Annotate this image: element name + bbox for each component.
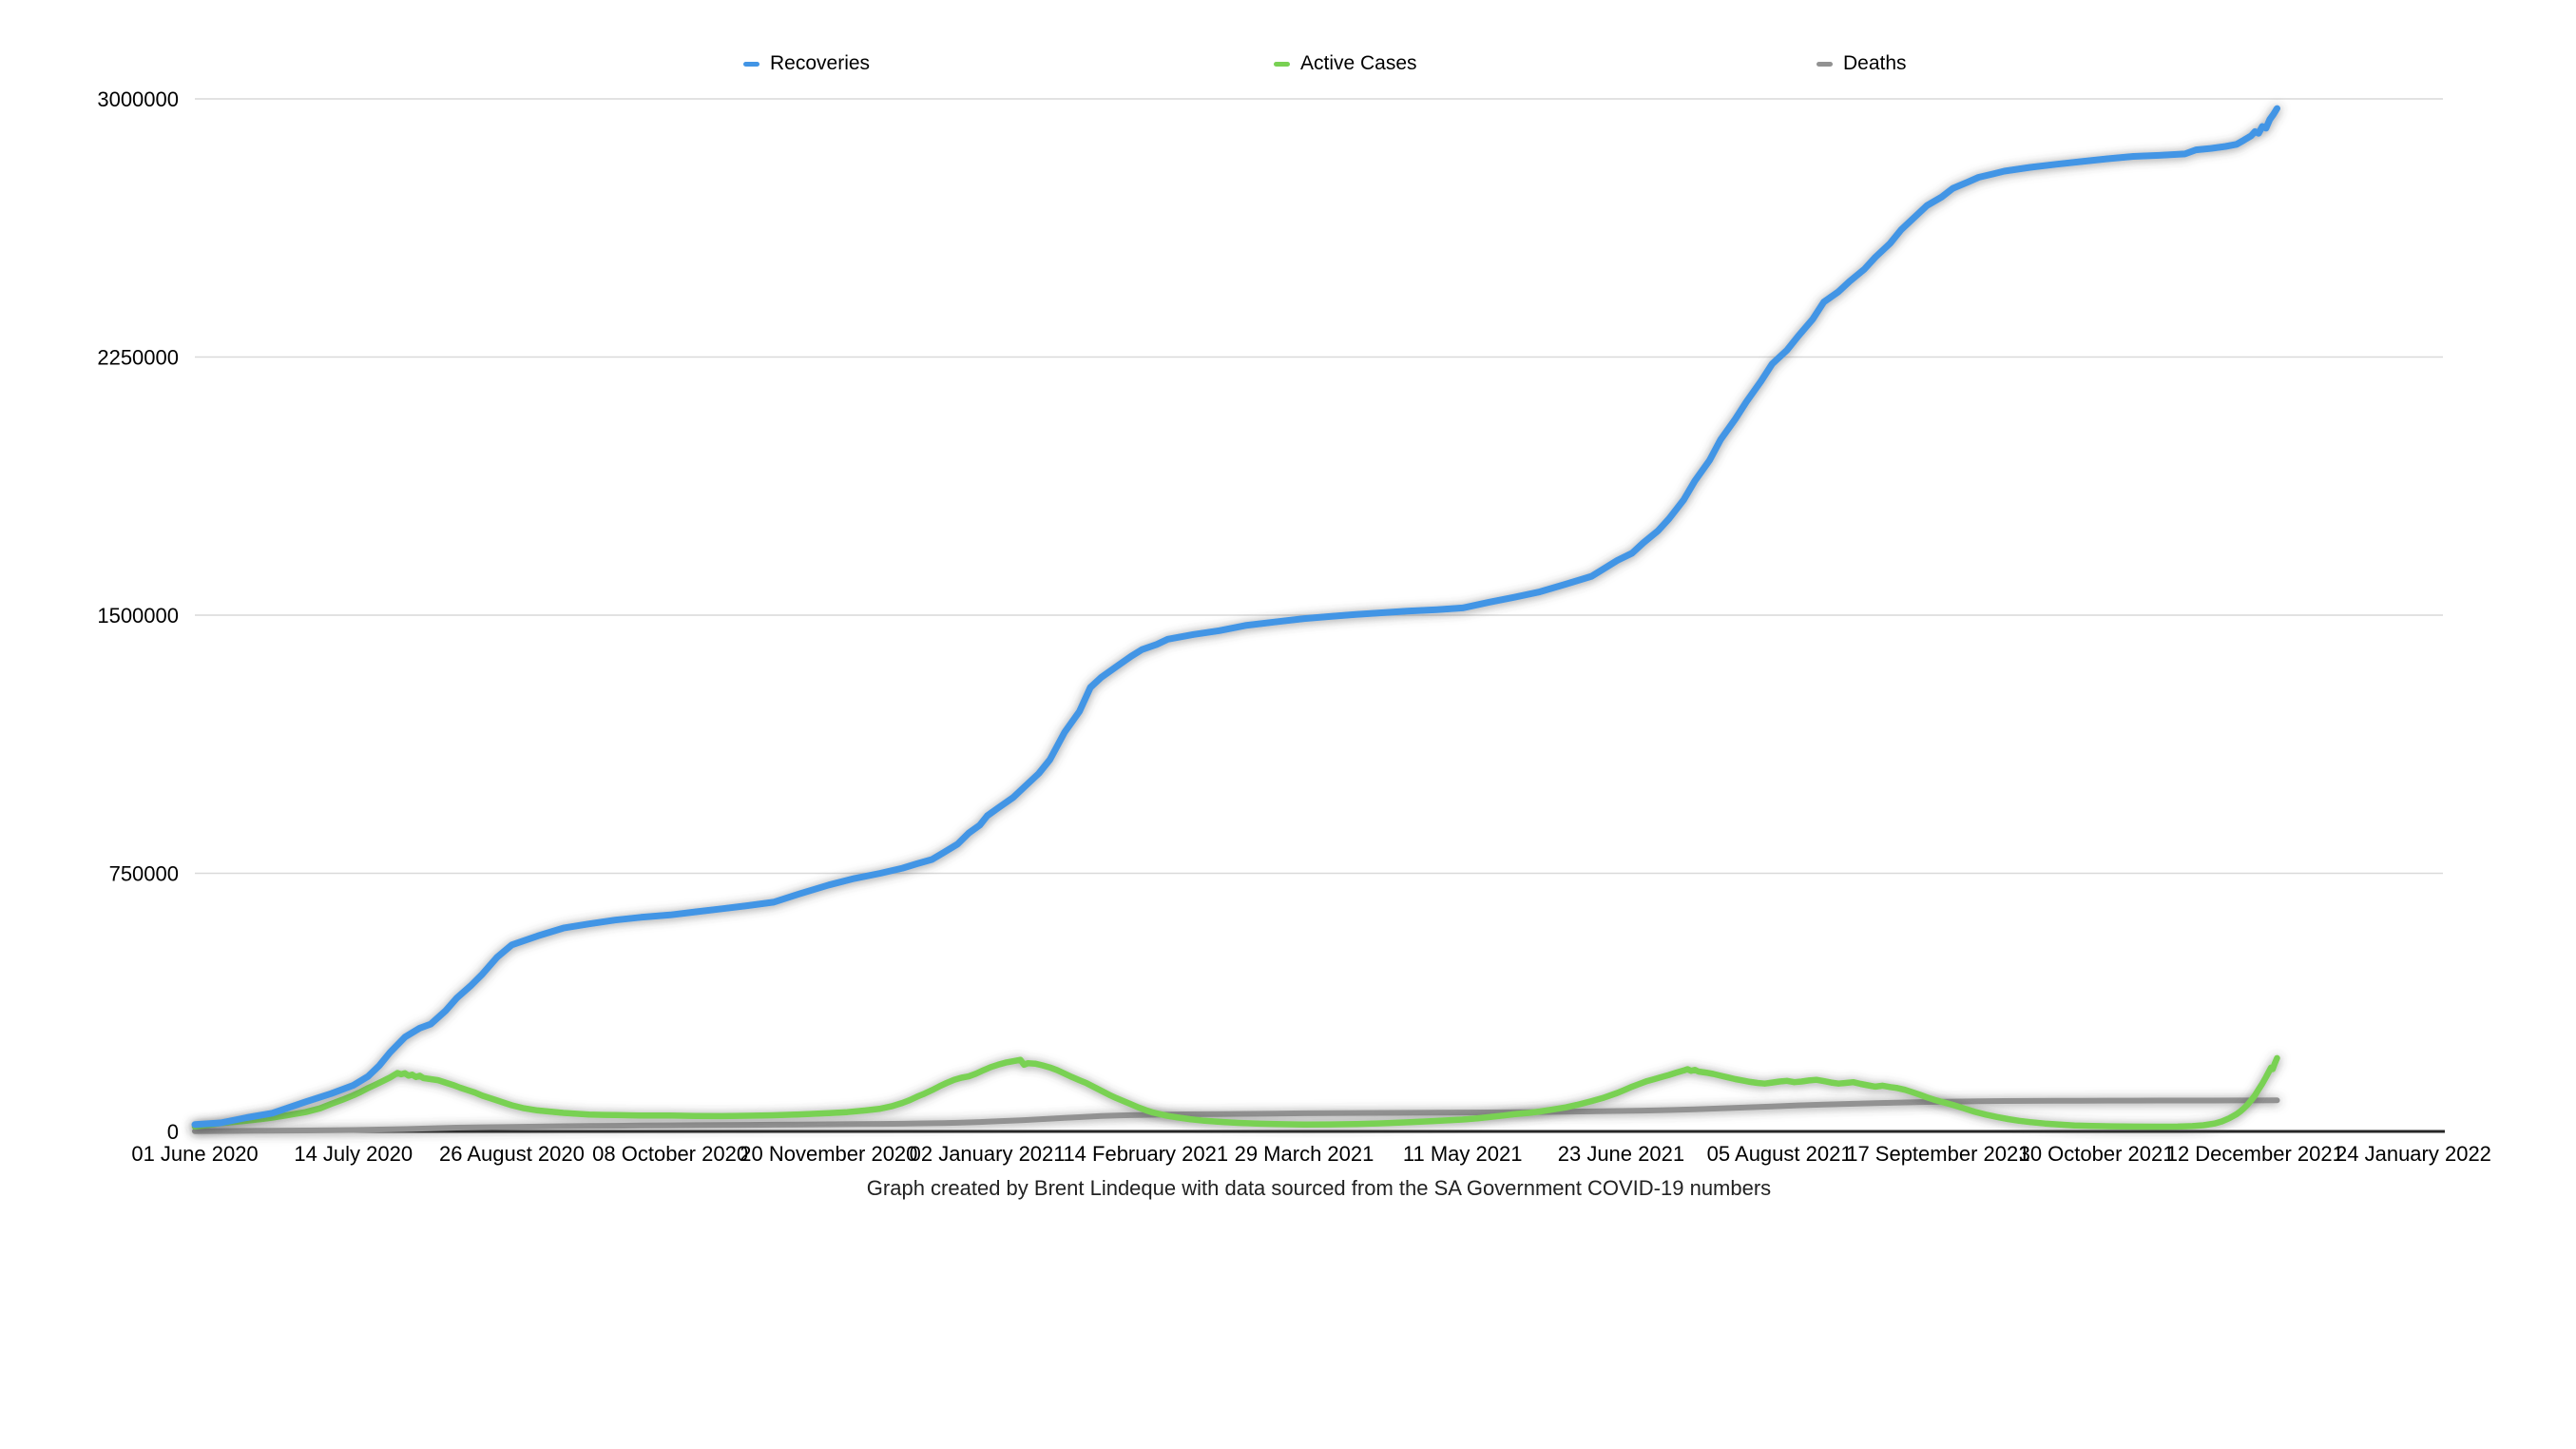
x-tick-label: 23 June 2021 — [1558, 1142, 1684, 1166]
x-tick-label: 29 March 2021 — [1235, 1142, 1375, 1166]
deaths-swatch-icon — [1817, 61, 1833, 67]
y-tick-label: 0 — [167, 1120, 179, 1144]
series-lines — [191, 105, 2280, 1134]
y-axis-labels: 3000000 2250000 1500000 750000 0 — [97, 87, 179, 1144]
y-tick-label: 1500000 — [97, 604, 179, 628]
legend-label-deaths: Deaths — [1843, 52, 1907, 74]
x-tick-label: 08 October 2020 — [592, 1142, 748, 1166]
legend-label-active-cases: Active Cases — [1300, 52, 1417, 74]
x-tick-label: 20 November 2020 — [740, 1142, 917, 1166]
x-axis-labels: 01 June 2020 14 July 2020 26 August 2020 08… — [131, 1142, 2491, 1166]
recoveries-swatch-icon — [743, 61, 759, 67]
x-tick-label: 01 June 2020 — [131, 1142, 258, 1166]
x-tick-label: 12 December 2021 — [2166, 1142, 2344, 1166]
y-tick-label: 2250000 — [97, 346, 179, 370]
legend-item-deaths: Deaths — [1817, 51, 1907, 76]
gridlines — [195, 98, 2443, 875]
x-tick-label: 11 May 2021 — [1403, 1142, 1523, 1166]
chart-caption: Graph created by Brent Lindeque with dat… — [866, 1176, 1772, 1200]
active-cases-swatch-icon — [1274, 61, 1290, 67]
legend-item-active-cases: Active Cases — [1274, 51, 1417, 76]
x-tick-label: 17 September 2021 — [1846, 1142, 2029, 1166]
x-tick-label: 14 July 2020 — [294, 1142, 413, 1166]
series-line-deaths — [192, 1097, 2280, 1134]
x-tick-label: 26 August 2020 — [439, 1142, 585, 1166]
x-tick-label: 02 January 2021 — [910, 1142, 1066, 1166]
x-tick-label: 24 January 2022 — [2336, 1142, 2491, 1166]
x-tick-label: 05 August 2021 — [1707, 1142, 1853, 1166]
x-tick-label: 30 October 2021 — [2019, 1142, 2175, 1166]
x-tick-label: 14 February 2021 — [1063, 1142, 1228, 1166]
series-line-active-cases — [191, 1054, 2280, 1130]
legend-item-recoveries: Recoveries — [743, 51, 870, 76]
y-tick-label: 750000 — [109, 862, 179, 886]
y-tick-label: 3000000 — [97, 87, 179, 111]
series-line-recoveries — [191, 105, 2280, 1129]
legend-label-recoveries: Recoveries — [770, 52, 871, 74]
